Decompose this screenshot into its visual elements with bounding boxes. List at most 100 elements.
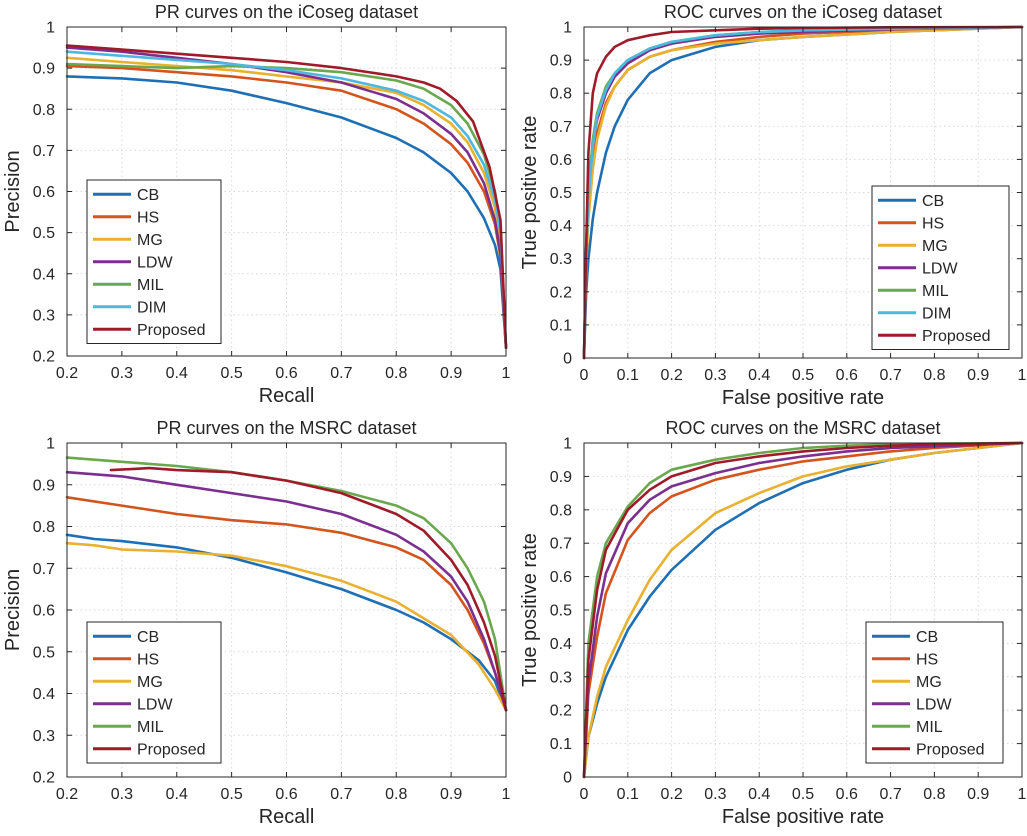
- legend-label: Proposed: [137, 322, 206, 339]
- x-tick-label: 0.2: [56, 786, 78, 803]
- x-tick-label: 1: [1018, 786, 1027, 803]
- chart-title: ROC curves on the iCoseg dataset: [664, 2, 942, 22]
- y-tick-label: 1: [563, 20, 572, 37]
- x-tick-label: 0: [580, 786, 589, 803]
- series-line-cb: [65, 533, 508, 712]
- y-tick-label: 0.6: [33, 184, 55, 201]
- series-line-mg: [582, 441, 1024, 779]
- chart-pr-icoseg: 0.2 0.3 0.4 0.5 0.6 0.7 0.8 0.9 1 0.2 0.3 0.4 0.5 0.6…: [2, 2, 511, 407]
- chart-roc-icoseg: 0 0.1 0.2 0.3 0.4 0.5 0.6 0.7 0.8 0.9 1 0 0.1 0.2 0.3 0…: [519, 2, 1027, 409]
- legend: CB HS MG LDW MIL DIM Proposed: [86, 179, 222, 344]
- y-tick-label: 0.9: [550, 469, 572, 486]
- series-line-mg: [65, 541, 508, 712]
- x-tick-label: 0.3: [704, 786, 726, 803]
- y-tick-label: 0.4: [33, 266, 55, 283]
- legend: CB HS MG LDW MIL Proposed: [86, 621, 222, 764]
- y-tick-label: 0.7: [550, 536, 572, 553]
- series-line-proposed: [582, 25, 1024, 360]
- y-axis-label: True positive rate: [519, 533, 541, 687]
- x-tick-label: 0.9: [967, 786, 989, 803]
- legend-label: HS: [137, 651, 159, 668]
- x-axis-label: False positive rate: [722, 806, 884, 828]
- legend-label: LDW: [137, 696, 173, 713]
- chart-title: PR curves on the iCoseg dataset: [155, 2, 418, 22]
- legend-label: MG: [137, 674, 163, 691]
- series-line-ldw: [582, 441, 1024, 779]
- legend-label: HS: [137, 209, 159, 226]
- chart-title: ROC curves on the MSRC dataset: [665, 418, 940, 438]
- y-tick-label: 0: [563, 351, 572, 368]
- y-tick-label: 0.2: [550, 703, 572, 720]
- legend-label: CB: [137, 629, 159, 646]
- y-tick-label: 0.6: [33, 603, 55, 620]
- y-tick-label: 1: [46, 436, 55, 453]
- legend-label: MIL: [137, 277, 164, 294]
- x-tick-label: 0.7: [330, 786, 352, 803]
- legend-label: LDW: [916, 696, 952, 713]
- y-tick-label: 0.5: [33, 644, 55, 661]
- series-line-mil: [65, 456, 508, 712]
- x-tick-label: 0.8: [923, 786, 945, 803]
- x-axis-label: False positive rate: [722, 387, 884, 409]
- x-tick-label: 0.2: [56, 365, 78, 382]
- x-tick-label: 0.4: [748, 367, 770, 384]
- y-tick-label: 0.2: [550, 284, 572, 301]
- y-tick-label: 0.4: [550, 218, 572, 235]
- y-tick-label: 1: [46, 20, 55, 37]
- x-tick-label: 0.1: [617, 786, 639, 803]
- legend-label: CB: [137, 187, 159, 204]
- y-tick-label: 0.8: [550, 502, 572, 519]
- series-line-dim: [65, 50, 508, 350]
- y-tick-label: 0.9: [550, 53, 572, 70]
- y-axis-label: Precision: [2, 569, 24, 651]
- legend-label: MIL: [137, 719, 164, 736]
- legend-label: LDW: [922, 260, 958, 277]
- x-tick-label: 0.6: [836, 367, 858, 384]
- legend-label: Proposed: [922, 328, 991, 345]
- x-axis-label: Recall: [259, 385, 315, 407]
- y-tick-label: 0.2: [33, 770, 55, 787]
- legend-label: MG: [137, 232, 163, 249]
- y-tick-label: 0.7: [33, 143, 55, 160]
- x-tick-label: 0.4: [748, 786, 770, 803]
- x-tick-label: 0.8: [385, 786, 407, 803]
- y-tick-label: 0.3: [33, 728, 55, 745]
- x-tick-label: 0.7: [879, 786, 901, 803]
- x-tick-label: 0.7: [879, 367, 901, 384]
- x-tick-label: 0.5: [221, 786, 243, 803]
- legend-label: CB: [922, 193, 944, 210]
- legend-label: MG: [922, 238, 948, 255]
- legend: CB HS MG LDW MIL DIM Proposed: [871, 185, 1010, 350]
- series-line-dim: [582, 25, 1024, 360]
- series-line-proposed: [109, 466, 508, 712]
- chart-pr-msrc: 0.2 0.3 0.4 0.5 0.6 0.7 0.8 0.9 1 0.2 0.3 0.4 0.5 0.6…: [2, 418, 511, 828]
- legend-box: [86, 621, 222, 764]
- legend-box: [865, 621, 1004, 764]
- series-line-mg: [582, 25, 1024, 360]
- x-tick-label: 0.8: [923, 367, 945, 384]
- legend-label: MIL: [922, 283, 949, 300]
- series-line-hs: [65, 64, 508, 350]
- y-tick-label: 0.3: [550, 669, 572, 686]
- x-tick-label: 0.5: [792, 367, 814, 384]
- y-tick-label: 0.5: [550, 185, 572, 202]
- x-tick-label: 0.7: [330, 365, 352, 382]
- x-tick-label: 0.9: [967, 367, 989, 384]
- y-tick-label: 0.7: [33, 561, 55, 578]
- series-line-hs: [582, 441, 1024, 779]
- x-tick-label: 0.5: [792, 786, 814, 803]
- y-axis-label: True positive rate: [519, 116, 541, 270]
- series-line-cb: [65, 75, 508, 350]
- x-tick-label: 0.1: [617, 367, 639, 384]
- y-tick-label: 0.2: [33, 349, 55, 366]
- y-tick-label: 0: [563, 770, 572, 787]
- chart-roc-msrc: 0 0.1 0.2 0.3 0.4 0.5 0.6 0.7 0.8 0.9 1 0 0.1 0.2 0.3 0…: [519, 418, 1027, 828]
- series-line-ldw: [65, 470, 508, 712]
- x-tick-label: 0.4: [166, 786, 188, 803]
- x-tick-label: 0.2: [660, 367, 682, 384]
- y-tick-label: 0.1: [550, 317, 572, 334]
- x-tick-label: 0: [580, 367, 589, 384]
- y-tick-label: 0.8: [33, 519, 55, 536]
- x-tick-label: 0.2: [660, 786, 682, 803]
